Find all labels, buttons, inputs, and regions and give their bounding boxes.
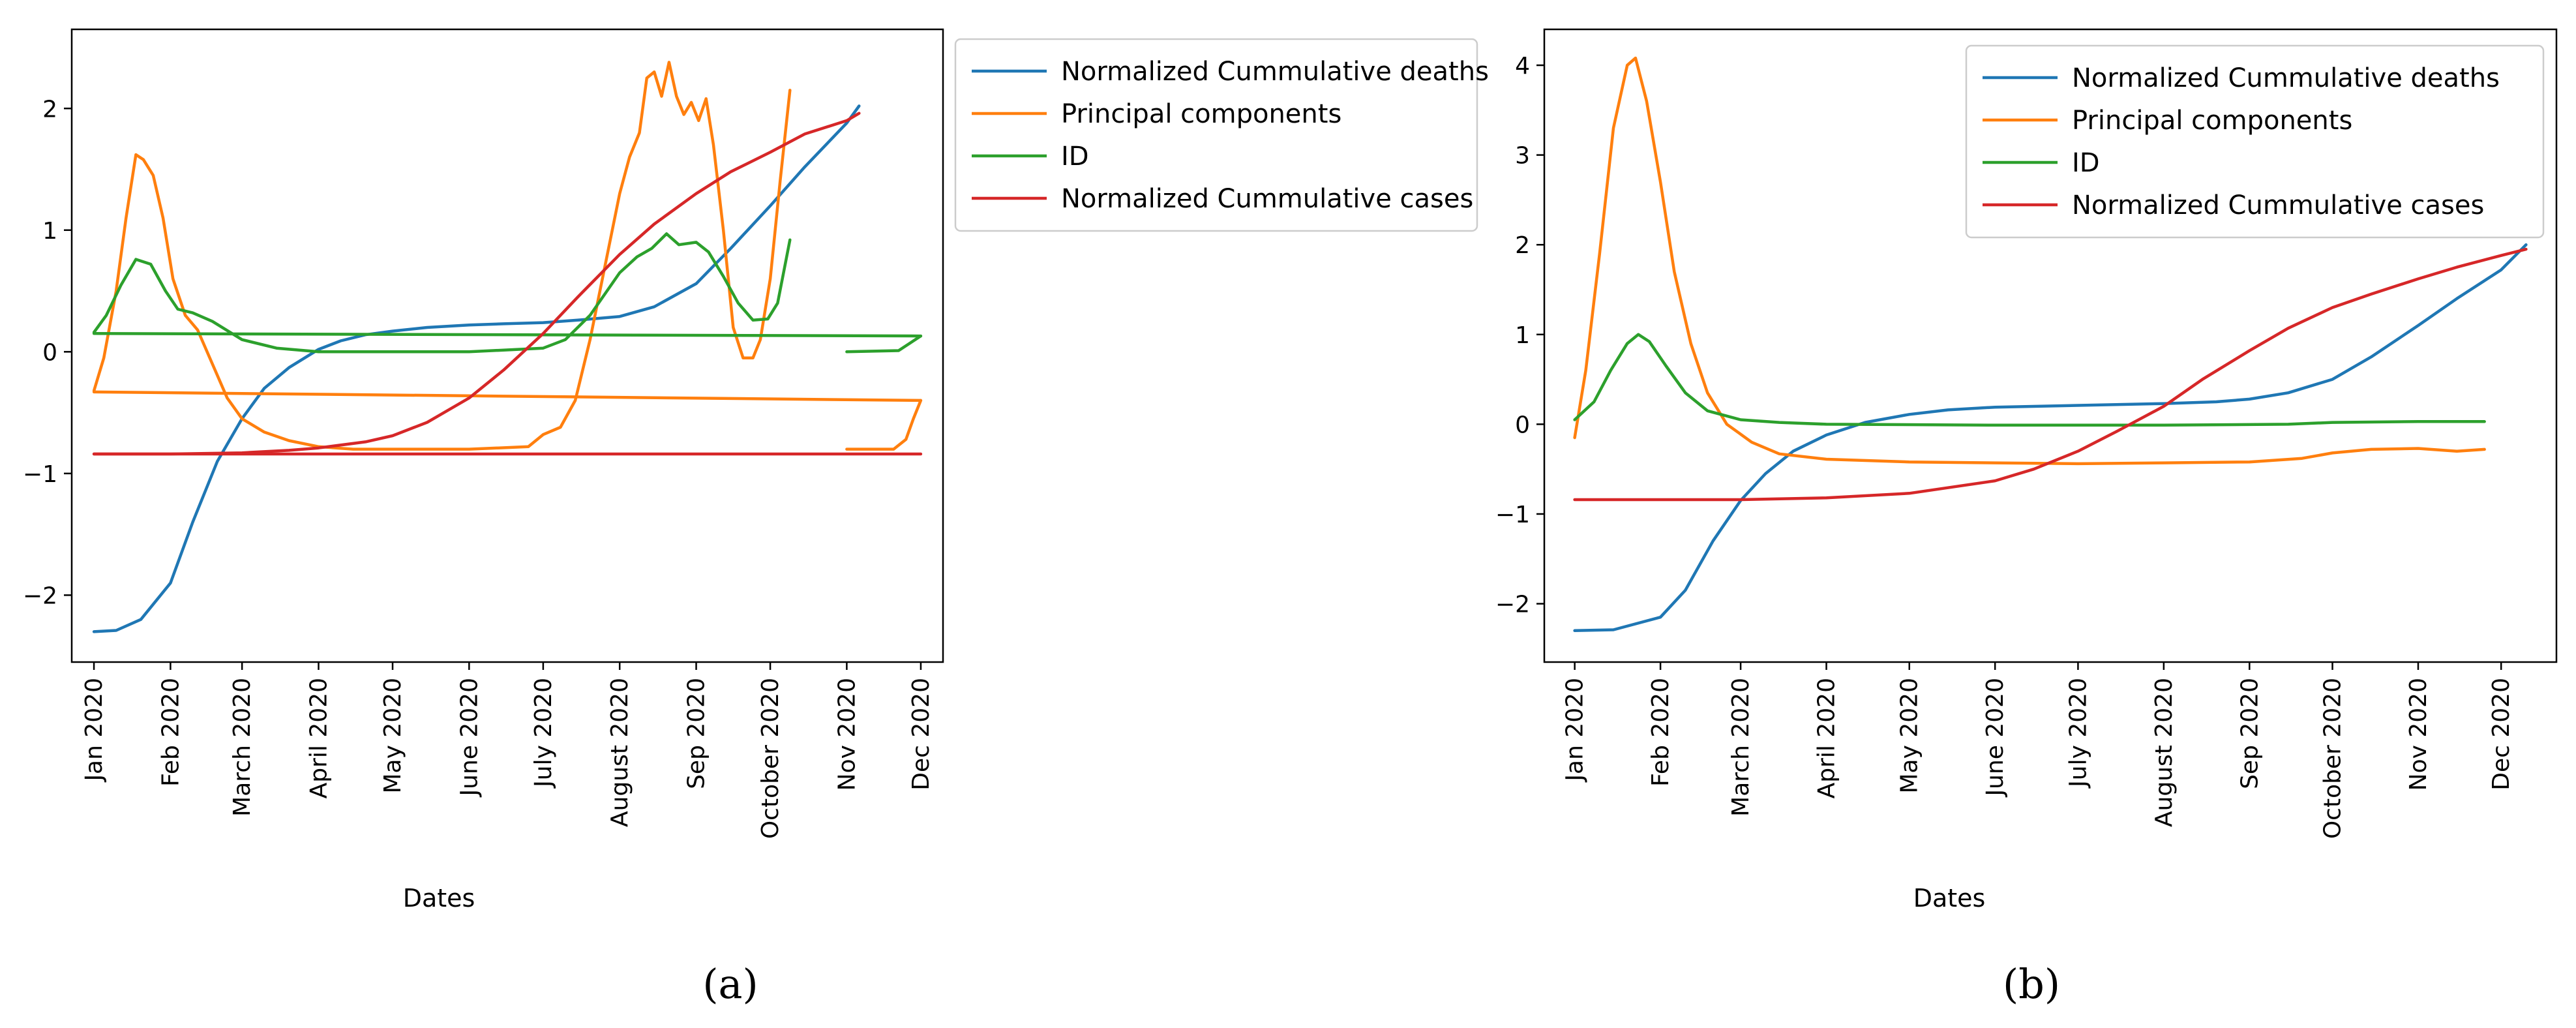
x-tick-label: May 2020 [380, 678, 406, 794]
y-tick-label: 0 [42, 339, 57, 366]
legend-label: Normalized Cummulative deaths [2072, 63, 2500, 93]
y-tick-label: 2 [42, 96, 57, 123]
x-tick-label: October 2020 [757, 678, 784, 839]
panel-a: (a) −2 −1 0 1 2 Jan 2020 Feb 2020 March 2020 Apr… [23, 28, 1489, 1008]
plot-frame [70, 28, 944, 663]
x-tick-label: June 2020 [456, 678, 483, 797]
x-tick-label: July 2020 [2065, 678, 2091, 789]
y-tick-label: 0 [1515, 412, 1530, 438]
x-tick-label: August 2020 [607, 678, 633, 827]
y-tick-label: 2 [1515, 232, 1530, 259]
x-tick-label: Dec 2020 [2488, 678, 2515, 791]
x-tick-label: October 2020 [2320, 678, 2346, 839]
x-tick-label: Feb 2020 [157, 678, 184, 787]
y-tick-label: 1 [1515, 322, 1530, 349]
series-line-0 [92, 104, 861, 633]
x-tick-label: March 2020 [1728, 678, 1754, 817]
plot-frame [1543, 28, 2558, 663]
series-line-1 [1573, 56, 2486, 466]
series-line-2 [1573, 333, 2486, 427]
x-tick-label: Dec 2020 [908, 678, 935, 791]
x-tick-label: Sep 2020 [683, 678, 710, 789]
series-line-0 [1573, 243, 2528, 633]
legend-label: Normalized Cummulative deaths [1061, 57, 1489, 87]
legend-label: ID [2072, 148, 2100, 178]
x-tick-label: August 2020 [2151, 678, 2178, 827]
x-tick-label: May 2020 [1896, 678, 1923, 794]
series-line-extra [92, 332, 923, 338]
x-axis-label: Dates [403, 884, 475, 913]
panel-b-caption: (b) [2003, 960, 2060, 1008]
x-tick-label: Feb 2020 [1647, 678, 1674, 787]
legend-label: ID [1061, 142, 1089, 172]
x-tick-label: July 2020 [530, 678, 557, 789]
y-tick-label: 4 [1515, 53, 1530, 80]
legend-box [1965, 44, 2545, 239]
x-tick-label: Jan 2020 [81, 678, 108, 783]
y-tick-label: 3 [1515, 143, 1530, 170]
y-tick-label: −2 [23, 582, 57, 609]
panel-a-caption: (a) [702, 960, 758, 1008]
series-line-2 [92, 232, 792, 354]
x-tick-label: Jan 2020 [1562, 678, 1589, 783]
x-tick-label: April 2020 [1814, 678, 1840, 798]
series-line-extra [845, 399, 923, 451]
series-line-extra [845, 334, 923, 354]
legend-label: Normalized Cummulative cases [2072, 190, 2484, 220]
y-tick-label: −1 [1495, 502, 1530, 528]
series-line-extra [92, 390, 923, 402]
x-tick-label: Sep 2020 [2236, 678, 2263, 789]
y-tick-label: −1 [23, 461, 57, 488]
series-line-3 [1573, 247, 2528, 502]
y-tick-label: −2 [1495, 592, 1530, 618]
x-tick-label: Nov 2020 [2405, 678, 2432, 791]
x-tick-label: April 2020 [305, 678, 332, 798]
legend-label: Principal components [2072, 106, 2352, 136]
series-line-3 [92, 112, 861, 456]
legend-label: Principal components [1061, 99, 1341, 129]
series-line-1 [92, 61, 792, 451]
panel-b: (b) −2 −1 0 1 2 3 4 Jan 2020 Feb 2020 March 2020 A… [1495, 28, 2558, 1008]
x-tick-label: June 2020 [1982, 678, 2009, 797]
x-tick-label: Nov 2020 [833, 678, 860, 791]
y-tick-label: 1 [42, 218, 57, 245]
x-tick-label: March 2020 [229, 678, 256, 817]
legend-box [954, 38, 1478, 232]
legend-label: Normalized Cummulative cases [1061, 184, 1473, 214]
x-axis-label: Dates [1913, 884, 1986, 913]
